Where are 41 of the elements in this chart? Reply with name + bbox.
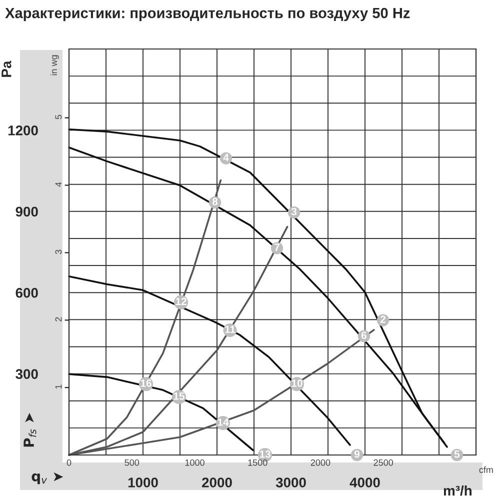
x2-tick-label: 500 — [124, 459, 140, 466]
text: P$_{fs}$ ➤ — [24, 412, 36, 447]
annotation: 13 — [260, 450, 270, 458]
x2-tick-label: 1500 — [248, 459, 268, 466]
y-tick-label: 300 — [16, 369, 38, 379]
y2-axis-title: in wg — [50, 55, 59, 76]
annotation: 7 — [274, 244, 280, 251]
text: q$_{v}$ ➤ — [32, 472, 64, 484]
x-tick-label: 1000 — [128, 478, 158, 488]
annotation: 8 — [212, 198, 218, 206]
y2-tick-label: 4 — [55, 182, 62, 187]
y2-tick-label: 3 — [55, 250, 62, 254]
x2-tick-label: 2500 — [374, 459, 394, 466]
y-tick-label: 1200 — [8, 126, 38, 136]
y2-tick-label: 2 — [55, 317, 62, 322]
annotation: 3 — [291, 208, 297, 216]
y2-tick-label: 5 — [55, 114, 62, 120]
annotation: 15 — [174, 392, 184, 400]
annotation: 6 — [361, 332, 366, 339]
x-tick-label: 3000 — [276, 478, 306, 488]
annotation: 16 — [140, 380, 152, 387]
annotation: 11 — [225, 326, 236, 333]
y-axis-title: Pa — [2, 60, 12, 77]
x-tick-label: 4000 — [350, 478, 380, 488]
x2-tick-label: 0 — [66, 459, 72, 466]
x-axis-title: m³/h — [444, 485, 472, 496]
annotation: 2 — [380, 316, 386, 323]
y-tick-label: 600 — [16, 288, 38, 298]
chart-title: Характеристики: производительность по воздуху 50 Hz — [5, 8, 410, 22]
x2-axis-title: cfm — [479, 466, 493, 473]
x2-tick-label: 1000 — [185, 459, 204, 466]
y-tick-label: 900 — [16, 206, 38, 217]
annotation: 14 — [218, 418, 229, 426]
annotation: 4 — [223, 154, 229, 162]
x-tick-label: 2000 — [202, 478, 232, 488]
annotation: 12 — [176, 298, 186, 306]
y2-tick-label: 1 — [55, 384, 62, 389]
x2-tick-label: 2000 — [310, 459, 330, 466]
annotation: 10 — [292, 380, 302, 387]
annotation: 5 — [454, 450, 460, 458]
annotation: 9 — [354, 450, 360, 458]
